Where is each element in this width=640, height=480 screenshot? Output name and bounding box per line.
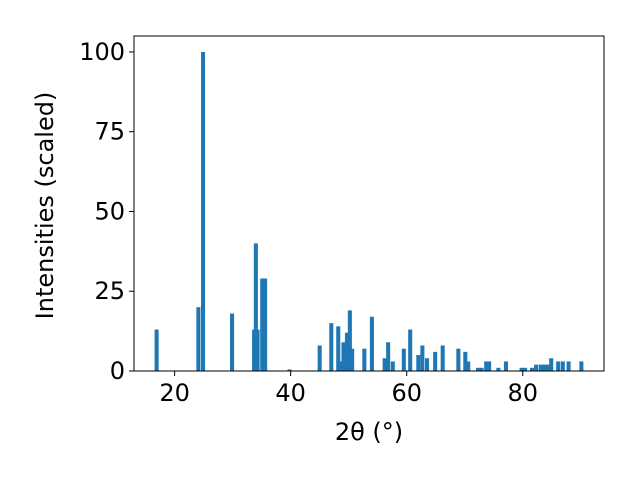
bar: [545, 364, 550, 371]
bar: [196, 307, 201, 371]
x-tick-label: 80: [507, 379, 538, 407]
bar: [369, 316, 374, 371]
bar: [382, 358, 387, 371]
bar: [560, 361, 565, 371]
y-tick-label: 0: [110, 357, 125, 385]
bar: [566, 361, 571, 371]
bar: [416, 355, 421, 371]
y-axis-label: Intensities (scaled): [31, 92, 59, 320]
bar-series: [154, 51, 584, 371]
y-axis-ticks: 0 25 50 75 100: [79, 38, 134, 385]
x-axis-label: 2θ (°): [335, 418, 403, 446]
bar: [287, 369, 292, 371]
bar: [317, 345, 322, 371]
bar: [556, 361, 561, 371]
bar: [344, 332, 349, 371]
bar: [424, 358, 430, 371]
bar: [466, 361, 471, 371]
bar: [579, 361, 584, 371]
bar: [329, 323, 334, 371]
bar: [338, 361, 343, 371]
bar: [201, 51, 206, 371]
bar: [534, 364, 539, 371]
bar: [420, 345, 425, 371]
bar: [350, 348, 355, 371]
bar: [341, 342, 346, 371]
bar: [433, 351, 438, 371]
bar: [463, 351, 468, 371]
bar: [542, 364, 547, 371]
bar: [362, 348, 367, 371]
plot-frame: [133, 35, 605, 372]
bar: [496, 367, 501, 371]
bar: [549, 358, 554, 371]
bar: [408, 329, 413, 371]
bar: [503, 361, 508, 371]
bar: [519, 367, 524, 371]
bar: [538, 364, 543, 371]
bar: [479, 367, 484, 371]
bar: [390, 361, 395, 371]
bar: [440, 345, 445, 371]
y-tick-label: 75: [94, 118, 125, 146]
x-axis-ticks: 20 40 60 80: [159, 371, 538, 407]
bar: [401, 348, 406, 371]
x-tick-label: 40: [275, 379, 306, 407]
bar: [484, 361, 489, 371]
bar: [523, 367, 528, 371]
bar: [154, 329, 159, 371]
bar: [336, 326, 341, 371]
y-tick-label: 25: [94, 277, 125, 305]
bar: [347, 310, 352, 371]
bar: [487, 361, 492, 371]
bar: [456, 348, 461, 371]
bar: [253, 243, 258, 371]
bar: [386, 342, 391, 371]
bar: [230, 313, 235, 371]
bar: [263, 278, 268, 371]
bar: [255, 329, 260, 371]
x-tick-label: 20: [159, 379, 190, 407]
bar: [530, 367, 535, 371]
bar: [260, 278, 265, 371]
x-tick-label: 60: [391, 379, 422, 407]
y-tick-label: 50: [94, 197, 125, 225]
bar: [476, 367, 481, 371]
y-tick-label: 100: [79, 38, 125, 66]
